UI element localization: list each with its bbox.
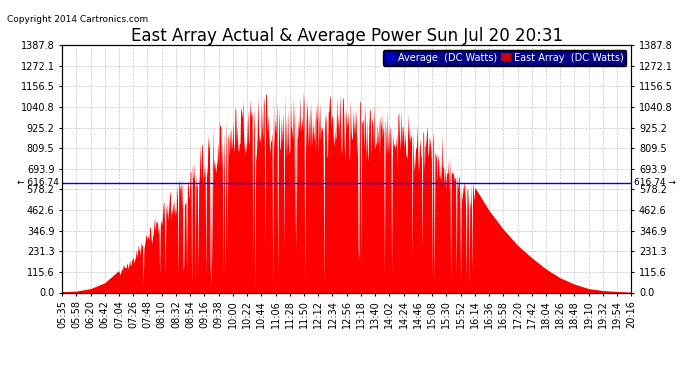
- Text: ← 616.74: ← 616.74: [17, 178, 59, 187]
- Text: Copyright 2014 Cartronics.com: Copyright 2014 Cartronics.com: [7, 15, 148, 24]
- Text: 616.74 →: 616.74 →: [634, 178, 676, 187]
- Legend: Average  (DC Watts), East Array  (DC Watts): Average (DC Watts), East Array (DC Watts…: [383, 50, 627, 66]
- Title: East Array Actual & Average Power Sun Jul 20 20:31: East Array Actual & Average Power Sun Ju…: [130, 27, 563, 45]
